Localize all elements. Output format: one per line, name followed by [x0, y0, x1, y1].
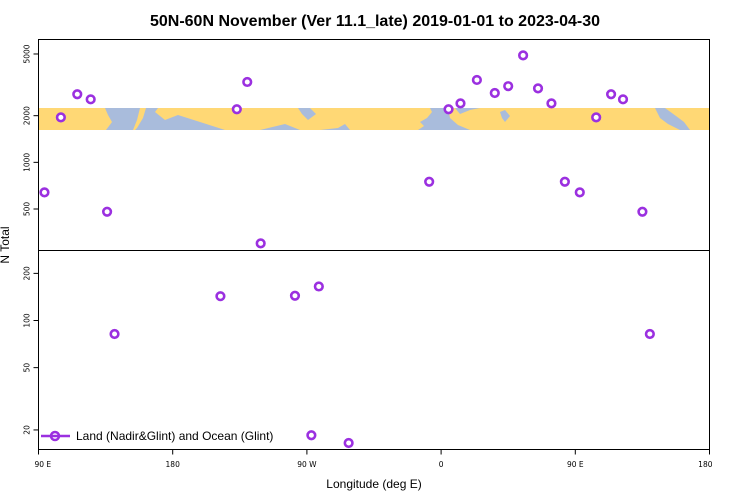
lower-scatter-series — [109, 281, 655, 449]
lower-y-tick-label-200: 200 — [23, 266, 32, 281]
upper-point-21 — [617, 94, 629, 105]
x-tick-label-2: 90 W — [297, 460, 317, 469]
upper-point-16 — [546, 98, 557, 109]
legend-marker-swatch — [49, 430, 61, 442]
upper-point-1 — [55, 112, 66, 123]
legend: Land (Nadir&Glint) and Ocean (Glint) — [41, 429, 273, 443]
lower-plot-frame — [38, 250, 710, 450]
lower-panel: 20 50 100 200 — [23, 250, 710, 450]
upper-point-5 — [231, 104, 242, 115]
lower-y-tick-label-50: 50 — [23, 363, 32, 373]
upper-point-14 — [518, 50, 529, 61]
map-land-europe — [448, 108, 710, 130]
upper-point-10 — [455, 98, 466, 109]
map-land-east-coast — [683, 108, 710, 118]
x-tick-label-0: 90 E — [35, 460, 52, 469]
upper-plot-frame — [38, 39, 710, 251]
x-axis: 90 E 180 90 W 0 90 E 180 — [35, 449, 713, 469]
upper-point-19 — [591, 112, 602, 123]
upper-point-9 — [443, 104, 454, 115]
upper-y-axis: 500 1000 2000 5000 — [23, 44, 39, 216]
upper-point-7 — [255, 238, 266, 249]
upper-point-11 — [471, 74, 482, 86]
upper-y-tick-label-5000: 5000 — [23, 44, 32, 63]
x-tick-label-4: 90 E — [567, 460, 584, 469]
upper-point-3 — [85, 94, 96, 105]
map-land-alaska-canada — [155, 108, 432, 130]
upper-point-6 — [242, 76, 253, 88]
lower-y-tick-label-100: 100 — [23, 313, 32, 328]
upper-y-tick-label-1000: 1000 — [23, 153, 32, 172]
upper-y-tick-label-2000: 2000 — [23, 106, 32, 125]
map-land-baltic — [500, 110, 510, 122]
chart-title: 50N-60N November (Ver 11.1_late) 2019-01… — [150, 13, 600, 30]
x-tick-label-3: 0 — [439, 460, 444, 469]
upper-scatter-series — [39, 50, 648, 249]
upper-point-8 — [424, 176, 435, 187]
x-axis-label: Longitude (deg E) — [326, 477, 421, 491]
upper-point-20 — [605, 89, 617, 100]
map-land-kamchatka-east — [655, 108, 690, 130]
map-land-hudson-ocean — [298, 108, 316, 120]
lower-point-4 — [313, 281, 324, 292]
upper-point-15 — [532, 83, 544, 94]
x-tick-label-1: 180 — [166, 460, 181, 469]
lower-point-2 — [289, 290, 301, 301]
map-land-kamchatka — [133, 108, 146, 130]
lower-point-6 — [644, 328, 655, 340]
upper-point-2 — [72, 89, 83, 100]
lower-point-0 — [109, 328, 120, 340]
upper-y-tick-label-500: 500 — [23, 202, 32, 217]
lower-y-axis: 20 50 100 200 — [23, 266, 39, 435]
upper-panel: 500 1000 2000 5000 — [23, 39, 710, 251]
upper-point-12 — [489, 87, 500, 99]
lower-y-tick-label-20: 20 — [23, 425, 32, 435]
upper-point-22 — [637, 206, 648, 217]
y-axis-label: N Total — [0, 226, 12, 263]
lower-point-3 — [306, 430, 317, 441]
upper-point-4 — [101, 206, 113, 217]
lower-point-5 — [343, 437, 354, 449]
upper-point-17 — [559, 176, 570, 187]
upper-point-18 — [574, 187, 585, 198]
x-tick-label-5: 180 — [698, 460, 713, 469]
legend-entry-label: Land (Nadir&Glint) and Ocean (Glint) — [76, 429, 273, 443]
world-map-band — [38, 108, 710, 130]
map-land-eurasia — [38, 108, 112, 130]
upper-point-13 — [503, 81, 514, 92]
upper-point-0 — [39, 187, 50, 198]
lower-point-1 — [215, 291, 226, 302]
